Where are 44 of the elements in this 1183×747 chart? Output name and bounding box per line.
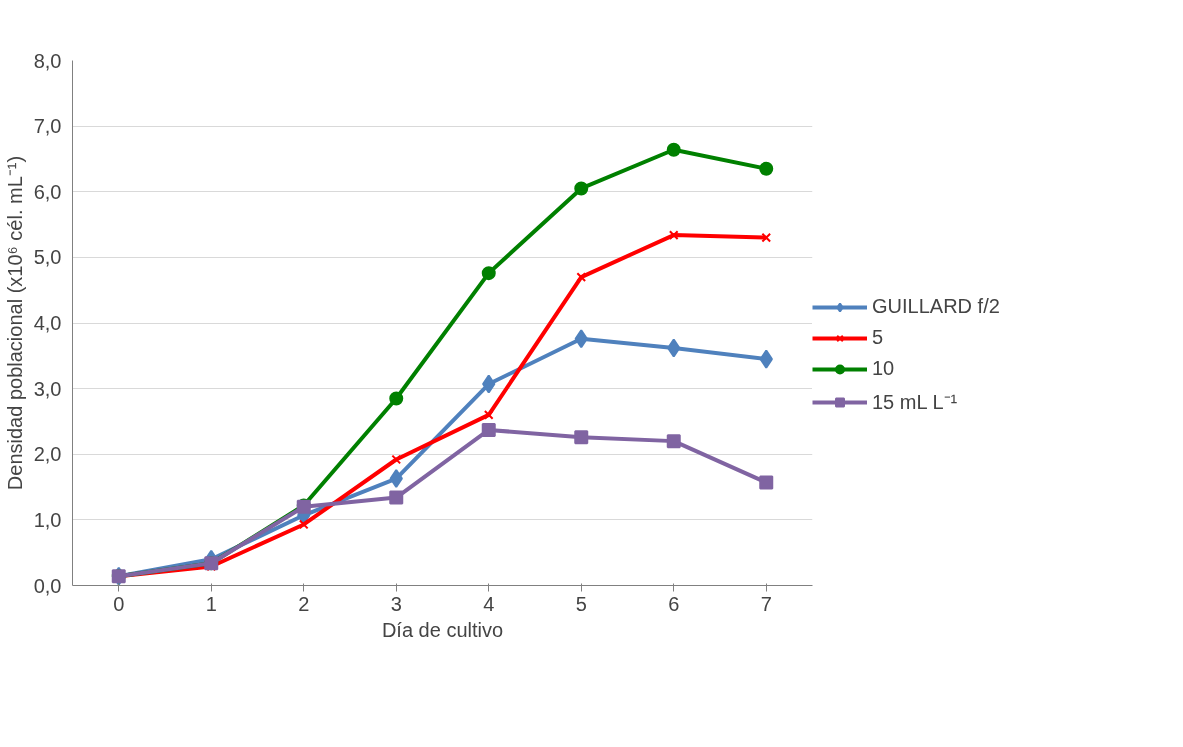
legend-label: 15 mL L⁻¹: [872, 390, 958, 415]
y-tick-label: 1,0: [33, 508, 62, 531]
y-tick-label: 0,0: [33, 574, 62, 597]
legend-label: GUILLARD f/2: [872, 295, 1000, 318]
x-axis-title: Día de cultivo: [381, 618, 504, 641]
point: [761, 232, 772, 243]
y-tick-label: 4,0: [33, 312, 62, 334]
point: [482, 374, 496, 394]
point: [666, 434, 681, 449]
point: [389, 391, 404, 406]
y-tick-label: 6,0: [33, 180, 62, 203]
point: [481, 266, 496, 281]
point: [574, 430, 589, 445]
point: [391, 454, 402, 465]
point: [574, 329, 588, 349]
point: [574, 181, 589, 196]
x-tick-label: 5: [575, 592, 587, 615]
y-tick-label: 5,0: [33, 246, 62, 269]
x-tick-label: 7: [760, 592, 772, 615]
y-tick-label: 3,0: [33, 377, 62, 400]
point: [667, 338, 681, 358]
point: [298, 519, 309, 530]
x-tick-label: 4: [483, 592, 495, 615]
y-tick-label: 8,0: [33, 49, 62, 72]
point: [759, 475, 774, 490]
legend-label: 5: [872, 326, 885, 349]
point: [389, 490, 404, 505]
point: [389, 469, 403, 489]
point: [576, 272, 587, 282]
point: [666, 142, 681, 157]
y-tick-label: 7,0: [33, 115, 62, 138]
point: [483, 409, 494, 420]
x-tick-label: 1: [205, 592, 217, 615]
x-tick-label: 2: [298, 592, 310, 615]
point: [759, 349, 773, 369]
point: [759, 161, 774, 176]
x-tick-label: 3: [390, 592, 402, 615]
point: [668, 230, 679, 240]
x-tick-label: 6: [668, 592, 680, 615]
y-axis-title: Densidad poblacional (x10⁶ cél. mL⁻¹): [3, 155, 26, 491]
x-tick-label: 0: [113, 592, 125, 615]
point: [481, 422, 496, 437]
legend-label: 10: [872, 357, 895, 380]
y-tick-label: 2,0: [33, 443, 62, 466]
